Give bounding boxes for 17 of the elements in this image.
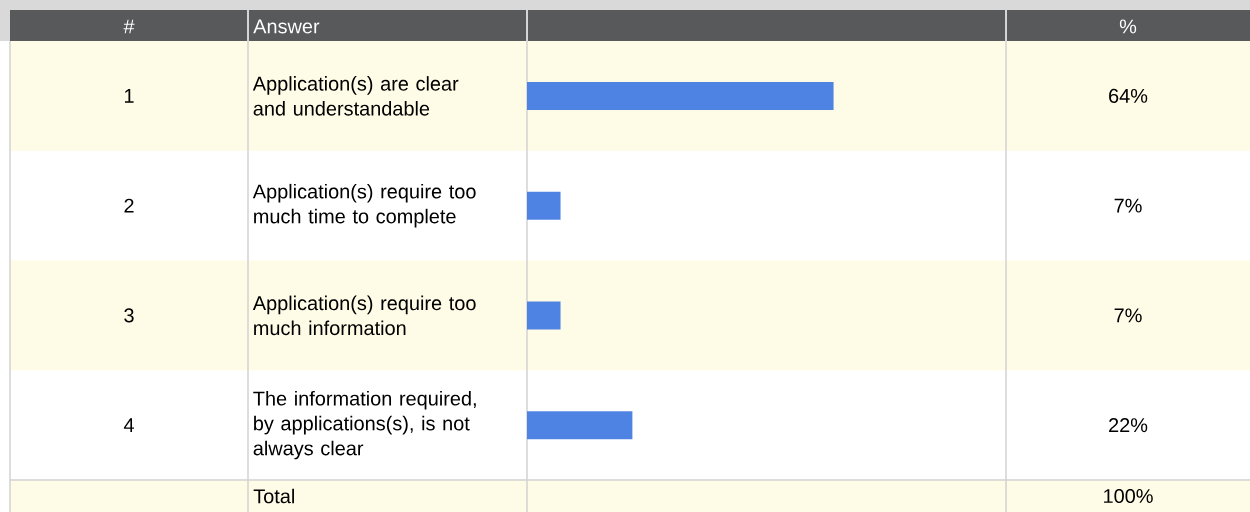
y-tick-label: The information required, by applications(s), is not always clear: [253, 390, 476, 460]
text: 4: [123, 418, 134, 432]
y-tick-label: Application(s) require too much time to complete: [252, 183, 476, 228]
y-tick-label: Application(s) are clear and understandable: [252, 76, 459, 116]
data-label: 64%: [1109, 88, 1148, 103]
text: 100%: [1104, 488, 1153, 504]
text: #: [123, 19, 135, 34]
data-label: 7%: [1114, 308, 1142, 323]
text: Answer: [253, 19, 320, 34]
text: 2: [124, 198, 134, 213]
text: %: [1119, 19, 1137, 34]
y-tick-label: Application(s) require too much information: [252, 295, 476, 336]
data-label: 7%: [1114, 198, 1142, 213]
text: 3: [124, 308, 134, 323]
text: 1: [124, 89, 134, 103]
text: Total: [253, 488, 294, 504]
data-label: 22%: [1109, 418, 1148, 433]
